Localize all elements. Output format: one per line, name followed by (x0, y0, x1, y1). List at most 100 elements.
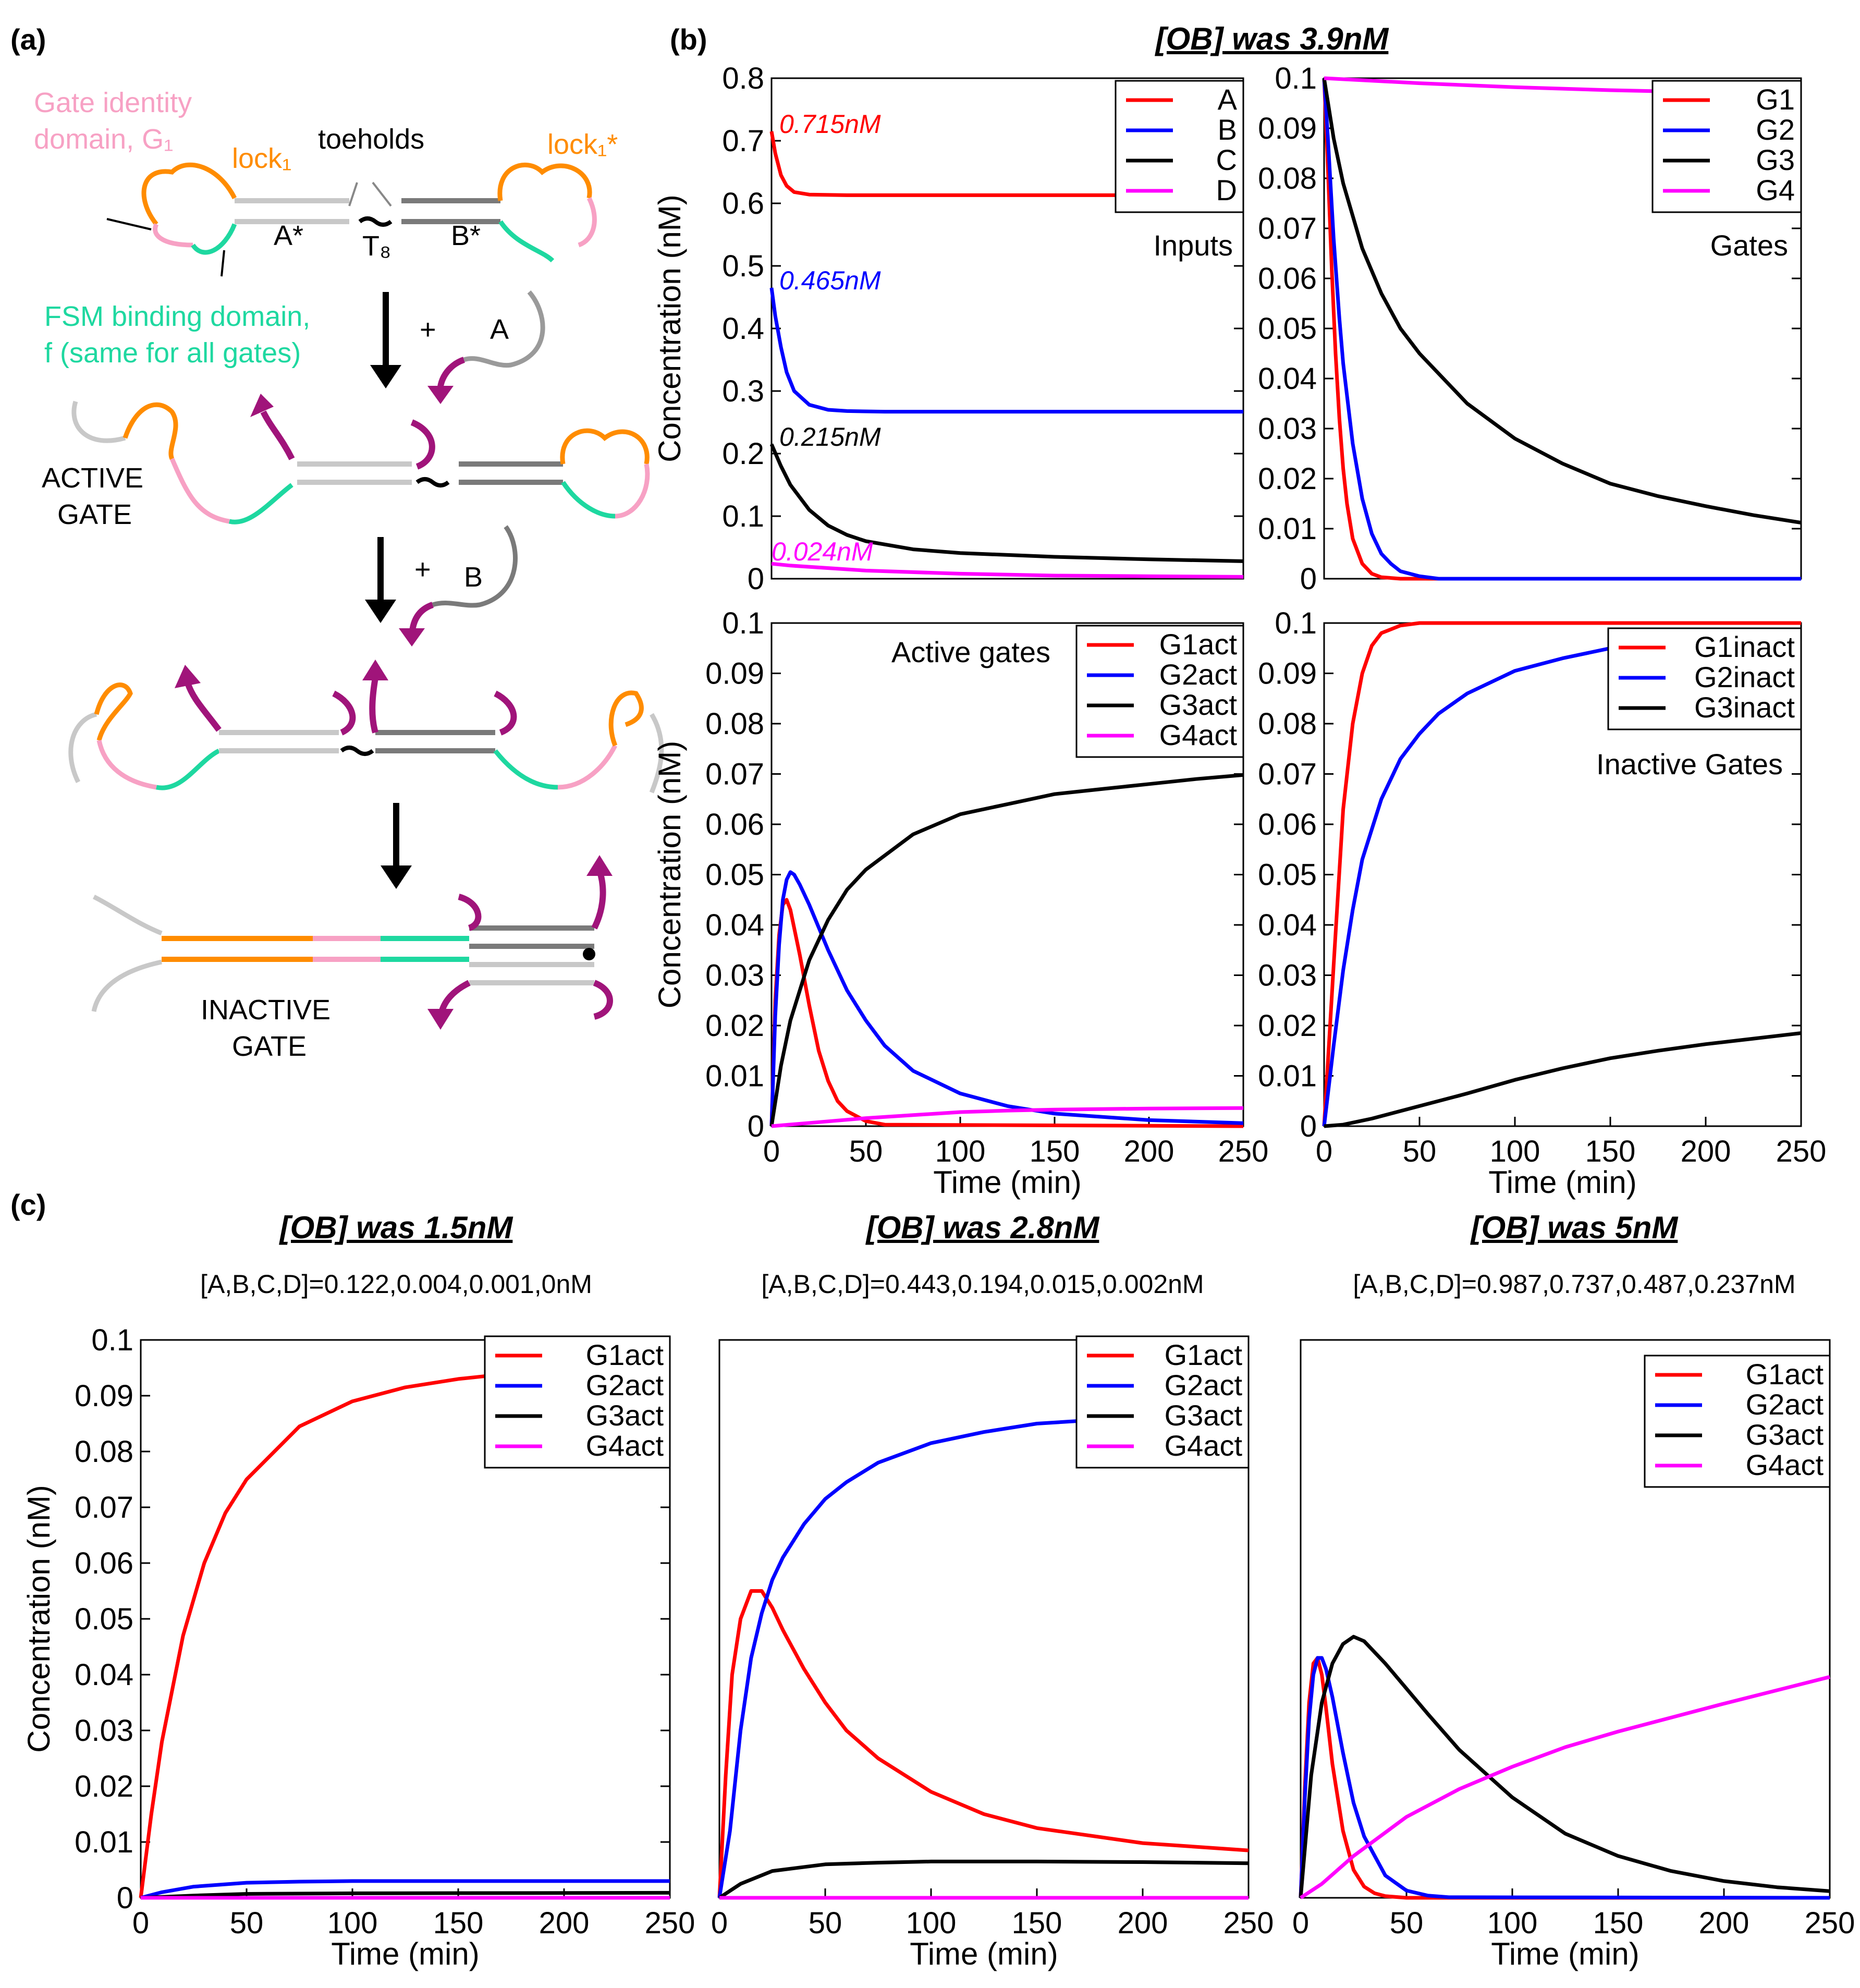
series-line-G3act (769, 773, 1244, 1127)
x-tick-label: 0 (132, 1906, 149, 1940)
legend-label-A: A (1218, 83, 1238, 116)
x-axis-label: Time (min) (1491, 1936, 1639, 1971)
input-a-arrowhead (427, 386, 454, 404)
x-axis-label: Time (min) (1488, 1165, 1636, 1200)
legend-label-G3act: G3act (1165, 1399, 1243, 1432)
legend-label-G3act: G3act (1159, 688, 1238, 721)
x-tick-label: 100 (1487, 1906, 1538, 1940)
initial-value-annotation: 0.024nM (772, 537, 873, 566)
y-tick-label: 0.06 (1258, 808, 1317, 841)
y-tick-label: 0.07 (1258, 212, 1317, 246)
y-axis-label: Concentration (nM) (21, 1485, 56, 1753)
active-identity-right (615, 464, 650, 519)
y-tick-label: 0.5 (722, 249, 764, 283)
series-line-A (769, 131, 1243, 197)
plot-note: Gates (1710, 229, 1788, 262)
legend-label-G1: G1 (1756, 83, 1795, 116)
open-gate-identity-left (96, 740, 157, 790)
toeholds-label: toeholds (318, 124, 424, 155)
gate-identity-label: Gate identity (34, 87, 192, 118)
y-tick-label: 0.05 (1258, 858, 1317, 892)
y-tick-label: 0.4 (722, 312, 764, 346)
active-t8 (415, 477, 450, 487)
inactive-label-1: INACTIVE (201, 994, 331, 1026)
y-tick-label: 0.04 (75, 1658, 133, 1692)
active-lock-right (560, 428, 650, 465)
legend-label-G4act: G4act (1159, 718, 1238, 751)
fsm-domain-left (191, 223, 237, 255)
panel-label-a: (a) (10, 23, 46, 56)
legend-label-G2act: G2act (586, 1369, 664, 1401)
open-gate-t8 (340, 746, 374, 756)
series-line-G4act (1300, 1675, 1830, 1899)
series-line-G2act (717, 1411, 1249, 1898)
legend-label-G1act: G1act (1165, 1338, 1243, 1371)
y-tick-label: 0.07 (705, 758, 764, 791)
open-gate-identity-right (557, 744, 618, 790)
y-tick-label: 0 (1300, 1109, 1317, 1143)
fsm-label-1: FSM binding domain, (44, 301, 310, 332)
inactive-input-1 (458, 894, 482, 931)
x-tick-label: 250 (1805, 1906, 1855, 1940)
identity-domain-right (578, 197, 597, 248)
open-gate-strand-right (649, 713, 664, 794)
x-tick-label: 250 (645, 1906, 695, 1940)
y-tick-label: 0.02 (1258, 1009, 1317, 1043)
y-tick-label: 0.07 (75, 1491, 133, 1524)
series-line-G1act (717, 1589, 1249, 1898)
x-tick-label: 100 (327, 1906, 378, 1940)
x-tick-label: 100 (1490, 1135, 1540, 1168)
pointer-arrow-identity (106, 218, 152, 230)
step-arrow-1-head (370, 365, 401, 388)
open-gate-release-1-head (175, 665, 201, 688)
chart-ob-5: 0 50 100 150 200 250 Time (min) G1actG2actG3act… (1292, 1339, 1855, 1971)
x-tick-label: 0 (711, 1906, 728, 1940)
open-gate-lock-left (94, 682, 133, 741)
active-fsm-right (561, 481, 616, 519)
y-tick-label: 0.01 (1258, 1059, 1317, 1093)
y-tick-label: 0.06 (1258, 262, 1317, 296)
open-gate-release-1 (185, 681, 222, 732)
panel-c2-subtitle: [A,B,C,D]=0.443,0.194,0.015,0.002nM (761, 1270, 1204, 1299)
legend-label-G2inact: G2inact (1694, 661, 1795, 693)
inactive-strand-bottom (91, 959, 162, 1013)
x-tick-label: 50 (809, 1906, 842, 1940)
input-a-label: A (490, 314, 509, 345)
y-tick-label: 0.05 (75, 1602, 133, 1636)
t8-linker (358, 216, 393, 227)
y-tick-label: 0.05 (705, 858, 764, 892)
y-tick-label: 0.06 (75, 1546, 133, 1580)
b-star-label: B* (451, 220, 481, 251)
lock-loop-left (141, 162, 237, 226)
x-tick-label: 250 (1218, 1135, 1269, 1168)
series-line-G3act (1299, 1635, 1830, 1898)
legend-label-G4act: G4act (1746, 1448, 1824, 1481)
y-tick-label: 0.03 (75, 1714, 133, 1748)
panel-c3-subtitle: [A,B,C,D]=0.987,0.737,0.487,0.237nM (1353, 1270, 1795, 1299)
open-gate-fsm-left (156, 748, 221, 790)
legend-label-G3inact: G3inact (1694, 691, 1795, 724)
y-tick-label: 0.06 (705, 808, 764, 841)
legend-label-G2act: G2act (1746, 1388, 1824, 1421)
plus-a: + (420, 314, 436, 345)
x-tick-label: 50 (230, 1906, 264, 1940)
x-tick-label: 50 (1390, 1906, 1424, 1940)
pointer-arrow-fsm (221, 250, 225, 277)
legend-label-G1act: G1act (1746, 1358, 1824, 1391)
initial-value-annotation: 0.465nM (779, 266, 881, 295)
legend-label-C: C (1216, 143, 1237, 176)
y-tick-label: 0.03 (705, 959, 764, 993)
panel-label-c: (c) (10, 1188, 46, 1221)
active-label-1: ACTIVE (42, 462, 143, 494)
x-tick-label: 150 (1030, 1135, 1080, 1168)
y-tick-label: 0.09 (1258, 657, 1317, 691)
input-b-label: B (464, 562, 483, 593)
open-gate-input-a (332, 690, 356, 736)
legend-label-G4act: G4act (1165, 1429, 1243, 1462)
x-axis-label: Time (min) (331, 1936, 479, 1971)
active-fsm (228, 483, 293, 525)
y-tick-label: 0.8 (722, 62, 764, 95)
inactive-release-up (591, 870, 606, 930)
panel-b-title: [OB] was 3.9nM (1155, 21, 1390, 56)
panel-c1-subtitle: [A,B,C,D]=0.122,0.004,0.001,0nM (200, 1270, 592, 1299)
